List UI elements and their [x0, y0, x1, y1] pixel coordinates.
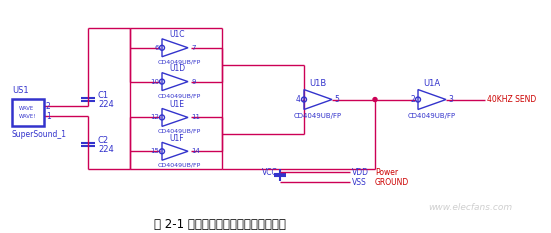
- Text: 6: 6: [154, 45, 159, 51]
- Text: 1: 1: [46, 112, 51, 121]
- Text: U1B: U1B: [309, 79, 327, 88]
- Text: U1F: U1F: [170, 134, 185, 143]
- Text: VDD: VDD: [352, 168, 369, 177]
- Bar: [12, 99, 44, 126]
- Text: SuperSound_1: SuperSound_1: [12, 130, 67, 139]
- Text: 11: 11: [191, 114, 200, 120]
- Text: www.elecfans.com: www.elecfans.com: [428, 202, 512, 212]
- Text: 7: 7: [191, 45, 196, 51]
- Text: WAVE!: WAVE!: [19, 114, 36, 119]
- Text: 3: 3: [448, 95, 453, 104]
- Text: CD4049UB/FP: CD4049UB/FP: [158, 93, 201, 98]
- Text: CD4049UB/FP: CD4049UB/FP: [408, 113, 456, 120]
- Text: C1: C1: [98, 91, 109, 100]
- Text: VSS: VSS: [352, 178, 367, 187]
- Text: 9: 9: [191, 79, 196, 85]
- Text: 4: 4: [296, 95, 301, 104]
- Text: CD4049UB/FP: CD4049UB/FP: [158, 129, 201, 134]
- Text: 224: 224: [98, 100, 114, 109]
- Text: 2: 2: [410, 95, 415, 104]
- Text: CD4049UB/FP: CD4049UB/FP: [158, 59, 201, 64]
- Text: U1E: U1E: [170, 100, 185, 109]
- Text: 2: 2: [46, 102, 51, 111]
- Text: 12: 12: [150, 114, 159, 120]
- Text: VCC: VCC: [262, 168, 278, 177]
- Text: GROUND: GROUND: [375, 178, 409, 187]
- Text: 图 2-1 超声波谐振频率调理电路原理图: 图 2-1 超声波谐振频率调理电路原理图: [154, 218, 286, 231]
- Text: U1A: U1A: [423, 79, 441, 88]
- Circle shape: [373, 98, 377, 102]
- Text: 14: 14: [191, 148, 200, 154]
- Text: 10: 10: [150, 79, 159, 85]
- Text: 224: 224: [98, 145, 114, 154]
- Text: 5: 5: [334, 95, 339, 104]
- Text: WAVE: WAVE: [19, 106, 34, 111]
- Text: U1D: U1D: [169, 64, 185, 73]
- Text: CD4049UB/FP: CD4049UB/FP: [158, 163, 201, 168]
- Text: US1: US1: [12, 86, 29, 95]
- Text: C2: C2: [98, 136, 109, 145]
- Text: Power: Power: [375, 168, 398, 177]
- Text: 15: 15: [150, 148, 159, 154]
- Text: CD4049UB/FP: CD4049UB/FP: [294, 113, 342, 120]
- Text: U1C: U1C: [169, 30, 185, 39]
- Text: 40KHZ SEND: 40KHZ SEND: [487, 95, 536, 104]
